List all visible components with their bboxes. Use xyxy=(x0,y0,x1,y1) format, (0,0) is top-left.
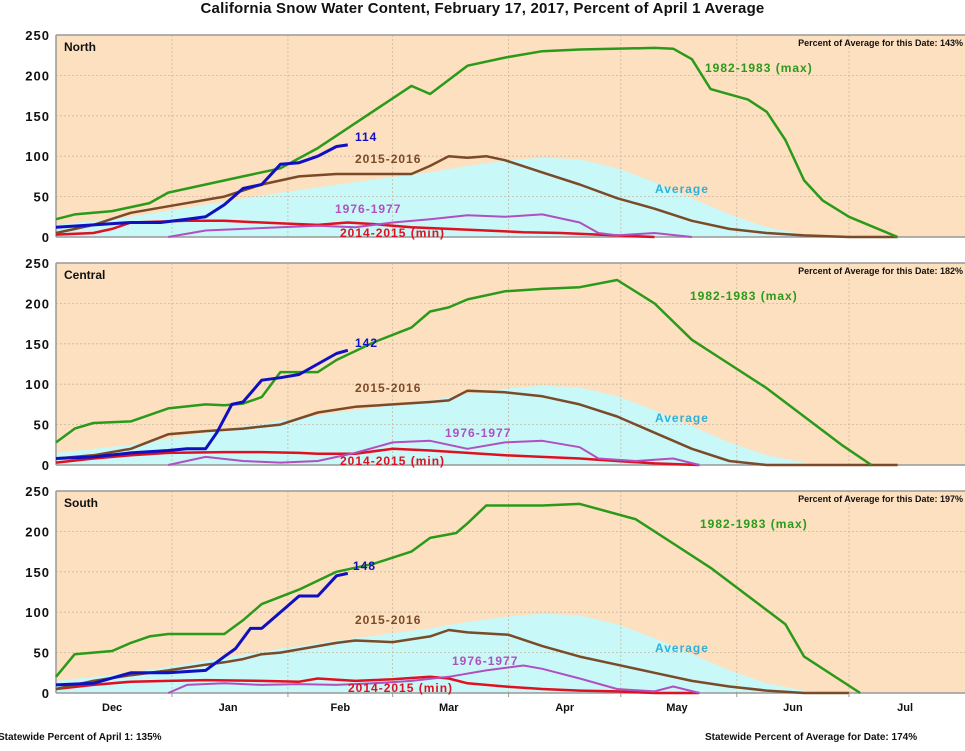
percent-of-average-label: Percent of Average for this Date: 143% xyxy=(798,38,963,48)
series-line-max xyxy=(55,502,861,695)
region-label: South xyxy=(64,496,98,510)
current-value-label: 148 xyxy=(353,559,376,573)
statewide-average-percent: Statewide Percent of Average for Date: 1… xyxy=(705,732,918,743)
max-series-label: 1982-1983 (max) xyxy=(700,517,808,531)
series-line-current xyxy=(55,348,349,460)
y-tick-label: 50 xyxy=(34,646,50,661)
y-tick-label: 250 xyxy=(25,256,50,271)
series-line-y2015-2016 xyxy=(55,154,898,239)
y-tick-label: 200 xyxy=(25,68,50,83)
average-series-label: Average xyxy=(655,411,709,425)
y-tick-label: 250 xyxy=(25,28,50,43)
series-line-min xyxy=(55,447,700,467)
y-tick-label: 0 xyxy=(42,686,50,701)
y-tick-label: 150 xyxy=(25,565,50,580)
series-line-y1976-1977 xyxy=(167,439,700,466)
average-area xyxy=(56,613,823,693)
percent-of-average-label: Percent of Average for this Date: 197% xyxy=(798,494,963,504)
series-line-current xyxy=(55,143,349,229)
series-line-y1976-1977 xyxy=(168,213,693,238)
max-series-label: 1982-1983 (max) xyxy=(705,61,813,75)
x-tick-label: May xyxy=(666,702,688,714)
region-label: North xyxy=(64,40,96,54)
region-label: Central xyxy=(64,268,105,282)
y-tick-label: 50 xyxy=(34,418,50,433)
series-label-1976-1977: 1976-1977 xyxy=(452,654,518,668)
x-tick-label: Jun xyxy=(783,702,803,714)
min-series-label: 2014-2015 (min) xyxy=(340,226,445,240)
y-tick-label: 250 xyxy=(25,484,50,499)
average-area xyxy=(56,385,823,465)
series-line-y1976-1977 xyxy=(167,664,700,694)
max-series-label: 1982-1983 (max) xyxy=(690,289,798,303)
min-series-label: 2014-2015 (min) xyxy=(348,681,453,695)
percent-of-average-label: Percent of Average for this Date: 182% xyxy=(798,266,963,276)
series-line-y2015-2016 xyxy=(55,389,898,467)
average-series-label: Average xyxy=(655,641,709,655)
series-label-2015-2016: 2015-2016 xyxy=(355,152,421,166)
series-label-1976-1977: 1976-1977 xyxy=(335,202,401,216)
y-tick-label: 100 xyxy=(25,149,50,164)
y-tick-label: 100 xyxy=(25,605,50,620)
series-label-2015-2016: 2015-2016 xyxy=(355,381,421,395)
x-tick-label: Jul xyxy=(897,702,913,714)
x-tick-label: Feb xyxy=(331,702,351,714)
y-tick-label: 0 xyxy=(42,458,50,473)
series-line-min xyxy=(55,675,700,695)
x-tick-label: Dec xyxy=(102,702,122,714)
current-value-label: 142 xyxy=(355,336,378,350)
current-value-label: 114 xyxy=(355,130,377,144)
x-tick-label: Apr xyxy=(555,702,575,714)
series-line-y2015-2016 xyxy=(55,628,849,695)
statewide-april1-percent: Statewide Percent of April 1: 135% xyxy=(0,732,162,743)
series-label-2015-2016: 2015-2016 xyxy=(355,613,421,627)
y-tick-label: 0 xyxy=(42,230,50,245)
average-series-label: Average xyxy=(655,182,709,196)
series-line-max xyxy=(55,46,899,239)
average-area xyxy=(56,157,823,237)
y-tick-label: 200 xyxy=(25,524,50,539)
x-tick-label: Jan xyxy=(219,702,238,714)
y-tick-label: 150 xyxy=(25,337,50,352)
y-tick-label: 50 xyxy=(34,190,50,205)
series-label-1976-1977: 1976-1977 xyxy=(445,426,511,440)
y-tick-label: 100 xyxy=(25,377,50,392)
x-tick-label: Mar xyxy=(439,702,459,714)
min-series-label: 2014-2015 (min) xyxy=(340,454,445,468)
y-tick-label: 200 xyxy=(25,296,50,311)
series-line-current xyxy=(55,571,349,687)
y-tick-label: 150 xyxy=(25,109,50,124)
chart-title: California Snow Water Content, February … xyxy=(200,0,765,17)
series-line-max xyxy=(55,278,873,467)
